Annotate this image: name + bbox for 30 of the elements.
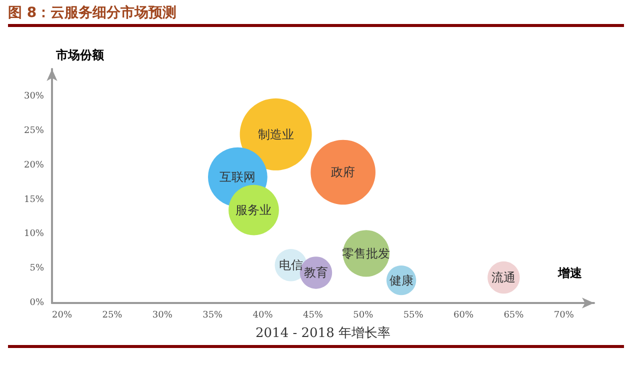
x-tick-label: 35% bbox=[202, 310, 224, 320]
chart-title: 图 8：云服务细分市场预测 bbox=[8, 4, 624, 27]
series-label: 电信 bbox=[278, 258, 303, 272]
series-label: 互联网 bbox=[220, 170, 256, 184]
x-tick-label: 25% bbox=[102, 310, 123, 320]
y-axis-title: 市场份额 bbox=[55, 48, 105, 62]
x-tick-label: 50% bbox=[353, 310, 374, 320]
series-label: 制造业 bbox=[258, 127, 294, 142]
series-label: 政府 bbox=[331, 165, 356, 180]
y-tick-label: 15% bbox=[24, 194, 44, 205]
series-label: 服务业 bbox=[236, 203, 272, 218]
y-tick-label: 20% bbox=[24, 160, 44, 170]
x-tick-label: 30% bbox=[152, 310, 173, 320]
y-tick-label: 0% bbox=[30, 298, 44, 308]
x-tick-label: 45% bbox=[302, 310, 324, 320]
x-axis-title: 2014 - 2018 年增长率 bbox=[256, 325, 390, 341]
x-tick-label: 60% bbox=[454, 310, 474, 320]
series-label: 健康 bbox=[389, 273, 414, 288]
x-tick-label: 55% bbox=[403, 310, 424, 320]
y-tick-label: 5% bbox=[30, 264, 44, 274]
series-label: 教育 bbox=[304, 266, 328, 280]
x-tick-label: 40% bbox=[252, 310, 274, 320]
x-tick-label: 70% bbox=[554, 310, 574, 320]
y-tick-label: 30% bbox=[24, 92, 44, 102]
annotation: 增速 bbox=[557, 266, 583, 280]
y-tick-label: 25% bbox=[24, 126, 44, 136]
y-tick-label: 10% bbox=[24, 229, 44, 240]
x-tick-label: 65% bbox=[504, 310, 524, 320]
series-label: 流通 bbox=[492, 270, 516, 285]
x-tick-label: 20% bbox=[52, 310, 72, 320]
